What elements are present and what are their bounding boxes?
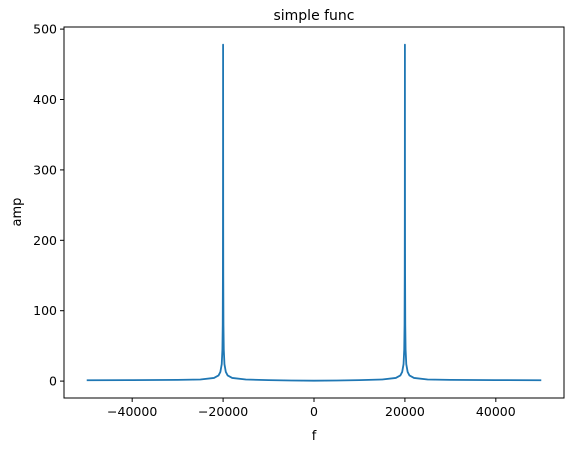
y-tick-label: 0 [49, 374, 57, 389]
x-tick-label: 40000 [476, 404, 516, 419]
y-axis-label: amp [10, 198, 25, 227]
x-axis-label: f [312, 429, 317, 444]
y-tick-label: 200 [33, 233, 57, 248]
x-tick-label: −20000 [198, 404, 248, 419]
x-tick-label: 0 [310, 404, 318, 419]
y-tick-label: 400 [33, 92, 57, 107]
x-axis: −40000 −20000 0 20000 40000 [107, 398, 516, 419]
chart-title: simple func [273, 8, 354, 24]
plot-area [86, 43, 542, 382]
plot-frame [63, 26, 565, 399]
y-tick-label: 500 [33, 22, 57, 37]
y-axis: 0 100 200 300 400 500 [33, 22, 64, 389]
x-tick-label: 20000 [385, 404, 425, 419]
series-line-0 [86, 43, 542, 382]
y-tick-label: 300 [33, 162, 57, 177]
y-tick-label: 100 [33, 303, 57, 318]
x-tick-label: −40000 [107, 404, 157, 419]
